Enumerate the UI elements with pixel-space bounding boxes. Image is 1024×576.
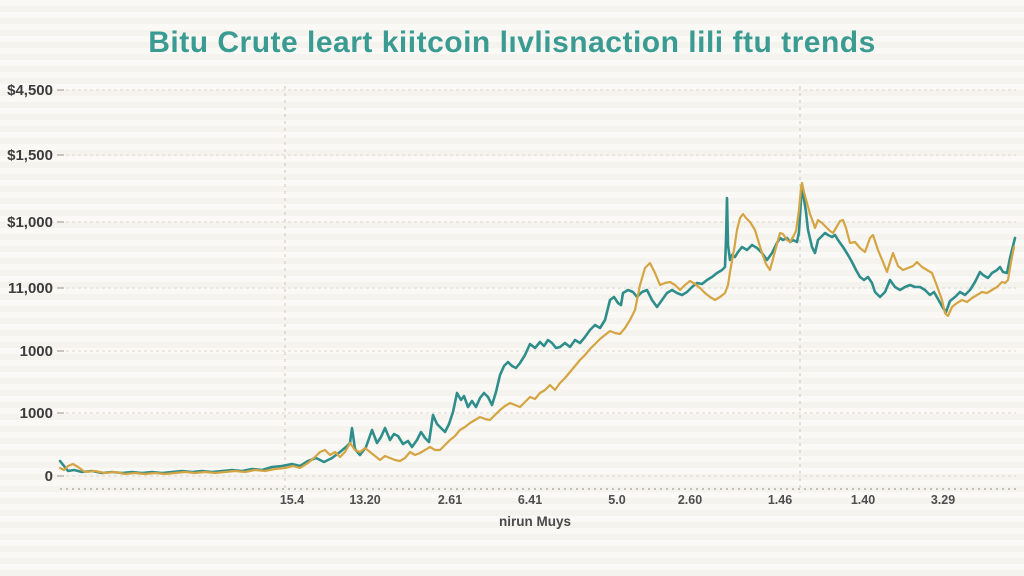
x-axis-label: 15.4 [280, 493, 304, 507]
y-axis-label: $1,000 [7, 214, 53, 231]
x-axis-label: 2.60 [678, 493, 702, 507]
y-axis-label: 11,000 [8, 280, 53, 297]
x-axis-label: 1.46 [768, 493, 792, 507]
chart-generated: $4,500 $1,500 $1,000 11,000 1000 1000 0 15.4 13.… [7, 82, 1017, 507]
y-axis-label: 1000 [20, 343, 53, 360]
series-line-orange [58, 181, 1016, 476]
x-axis-title: nirun Muys [499, 514, 571, 529]
y-axis-label: 0 [45, 468, 53, 485]
y-axis-label: $4,500 [7, 82, 53, 99]
x-axis-label: 1.40 [851, 493, 875, 507]
series-line-teal [58, 184, 1017, 475]
y-axis-label: 1000 [20, 405, 53, 422]
x-axis-label: 2.61 [438, 493, 462, 507]
x-axis-label: 3.29 [931, 493, 955, 507]
x-axis-label: 6.41 [518, 493, 542, 507]
chart-title: Bitu Crute leart kiitcoin lıvlisnaction … [148, 26, 876, 59]
y-axis-label: $1,500 [7, 147, 53, 164]
x-axis-label: 13.20 [349, 493, 380, 507]
x-axis-label: 5.0 [608, 493, 625, 507]
